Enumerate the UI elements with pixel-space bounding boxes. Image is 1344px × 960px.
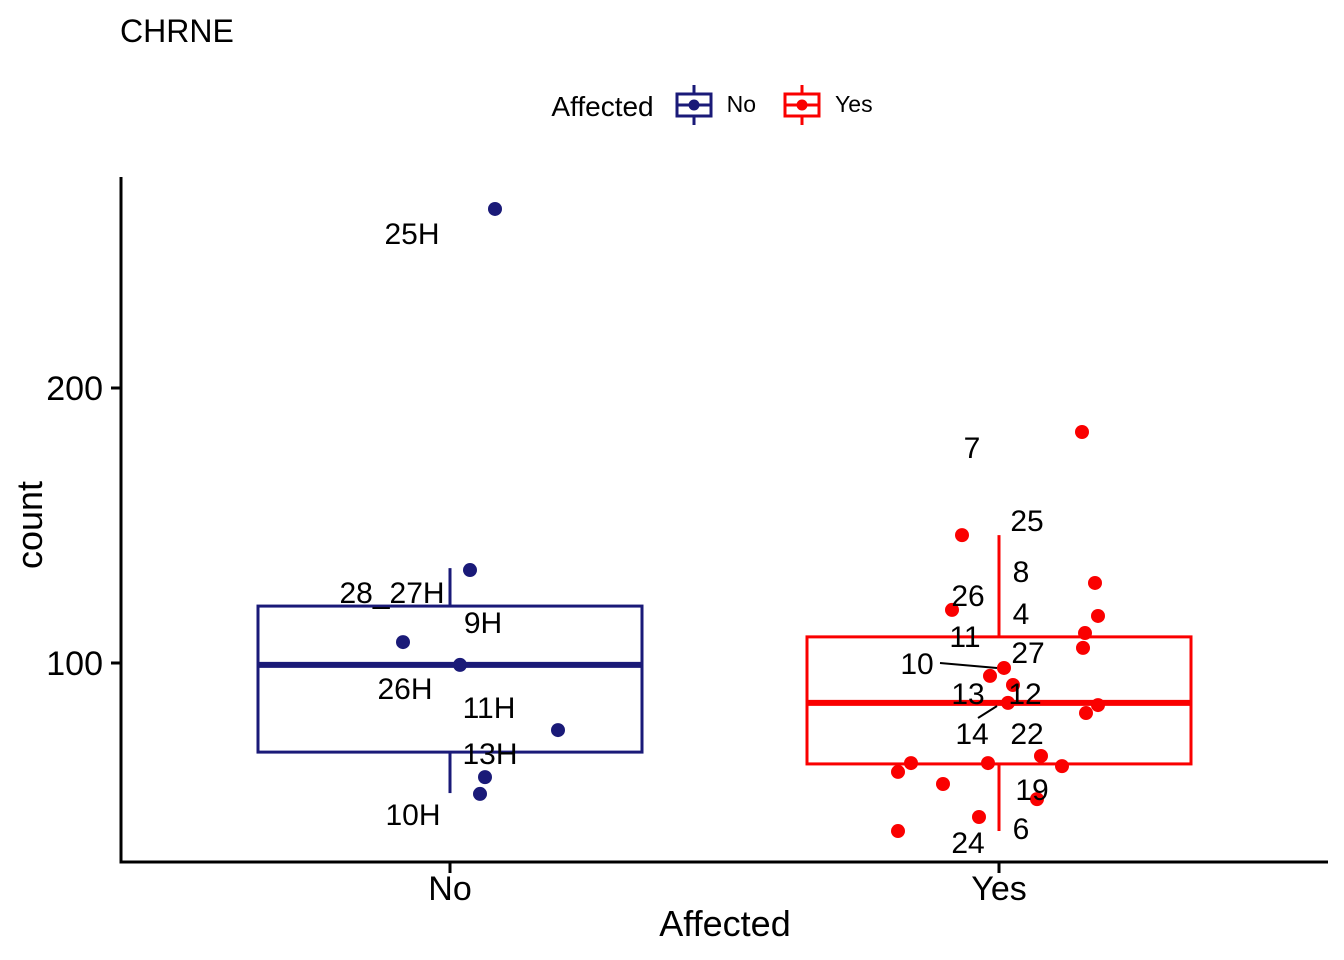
point-yes-u17 xyxy=(891,764,905,779)
legend-title: Affected xyxy=(551,91,654,122)
y-axis-title: count xyxy=(9,480,50,570)
point-yes-12 xyxy=(1006,678,1020,692)
point-label-22: 22 xyxy=(1010,718,1043,751)
point-yes-27 xyxy=(1076,640,1090,655)
point-label-11: 11 xyxy=(949,621,980,654)
point-label-28_27H: 28_27H xyxy=(339,577,444,610)
point-yes-6 xyxy=(972,810,986,824)
x-tick-label: No xyxy=(428,870,471,908)
point-label-8: 8 xyxy=(1013,556,1030,589)
point-label-19: 19 xyxy=(1015,774,1048,807)
point-label-10: 10 xyxy=(900,648,933,681)
point-label-13H: 13H xyxy=(462,738,517,771)
legend-item-yes: Yes xyxy=(782,83,873,127)
point-yes-7 xyxy=(1075,425,1089,439)
point-label-25H: 25H xyxy=(384,218,439,251)
boxplot-key-icon xyxy=(783,84,821,125)
point-yes-10 xyxy=(997,660,1011,675)
point-yes-13 xyxy=(983,668,997,683)
boxplot-key-icon xyxy=(675,84,713,125)
point-yes-22 xyxy=(1091,698,1105,713)
label-leader-line xyxy=(939,662,998,669)
x-tick-label: Yes xyxy=(971,870,1026,908)
point-yes-u13 xyxy=(1034,748,1048,763)
point-label-6: 6 xyxy=(1013,813,1030,846)
point-no-11H xyxy=(551,723,565,738)
point-no-10H xyxy=(473,786,487,801)
point-yes-26 xyxy=(945,602,959,617)
point-yes-u15 xyxy=(904,756,918,771)
point-yes-8 xyxy=(1088,575,1102,590)
point-yes-11 xyxy=(1078,626,1092,641)
legend-item-label: Yes xyxy=(835,91,873,117)
legend-items: No Yes xyxy=(674,83,899,132)
point-label-13: 13 xyxy=(951,678,984,711)
point-no-26H xyxy=(453,657,467,672)
point-yes-u14 xyxy=(981,756,995,771)
point-label-4: 4 xyxy=(1013,598,1030,631)
point-yes-u18 xyxy=(936,777,950,791)
point-no-28_27H xyxy=(463,563,477,578)
point-yes-u12 xyxy=(1079,706,1093,721)
legend: Affected No Yes xyxy=(122,84,1328,130)
point-yes-25 xyxy=(955,528,969,543)
page-title: CHRNE xyxy=(120,13,234,49)
y-tick-label: 100 xyxy=(46,645,103,683)
point-label-12: 12 xyxy=(1008,678,1041,711)
legend-item-label: No xyxy=(726,91,757,117)
point-label-26H: 26H xyxy=(377,673,432,706)
point-yes-24 xyxy=(891,824,905,839)
x-axis-title: Affected xyxy=(659,903,791,944)
point-label-7: 7 xyxy=(964,432,981,465)
point-label-14: 14 xyxy=(955,718,988,751)
point-no-9H xyxy=(396,635,410,650)
y-tick-label: 200 xyxy=(46,370,103,408)
point-yes-19 xyxy=(1030,792,1044,807)
point-yes-4 xyxy=(1091,608,1105,623)
box-no xyxy=(256,604,644,754)
point-label-9H: 9H xyxy=(464,607,502,640)
point-label-10H: 10H xyxy=(385,799,440,832)
point-label-11H: 11H xyxy=(463,692,516,725)
point-no-25H xyxy=(488,201,502,216)
point-yes-u16 xyxy=(1055,759,1069,774)
point-no-13H xyxy=(478,770,492,785)
point-label-24: 24 xyxy=(951,827,984,860)
point-label-25: 25 xyxy=(1010,505,1043,538)
point-label-27: 27 xyxy=(1011,637,1044,670)
legend-item-no: No xyxy=(674,83,756,127)
point-yes-14 xyxy=(1001,695,1015,710)
label-leader-line xyxy=(977,705,998,719)
point-label-26: 26 xyxy=(951,580,984,613)
